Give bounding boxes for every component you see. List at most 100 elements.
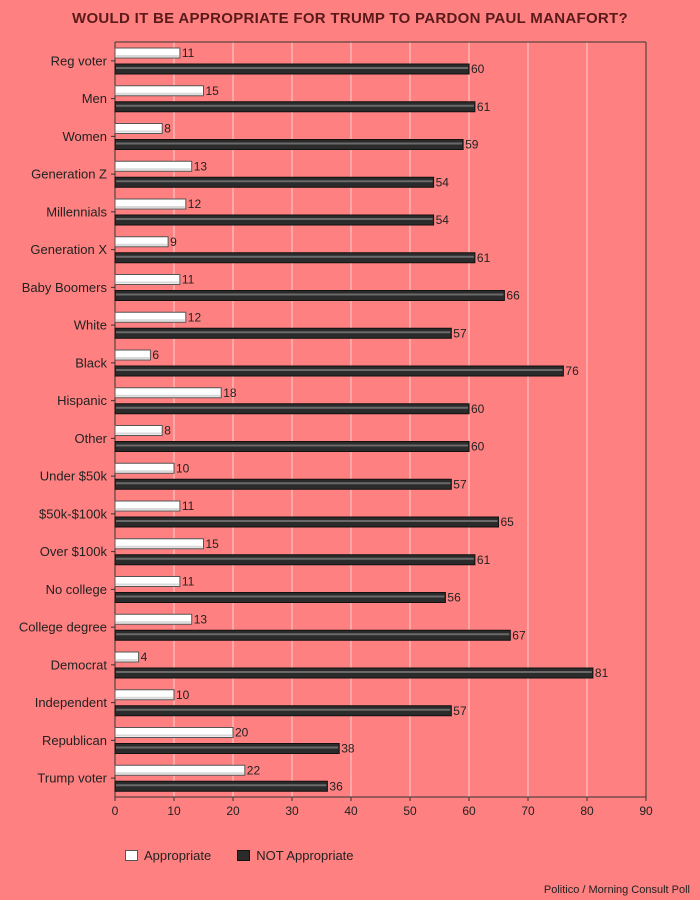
bar-appropriate	[114, 462, 175, 474]
bar-highlight	[116, 406, 468, 409]
bar-shade	[116, 659, 138, 661]
category-label: Over $100k	[40, 544, 108, 559]
value-label-not-appropriate: 57	[453, 477, 467, 491]
x-tick-label: 50	[403, 804, 417, 818]
category-label: $50k-$100k	[39, 506, 107, 521]
bar-shade	[116, 696, 173, 699]
bar-shade	[116, 772, 244, 775]
bar-appropriate	[114, 236, 169, 248]
x-tick-label: 30	[285, 804, 299, 818]
value-label-appropriate: 12	[188, 197, 202, 211]
chart-title: WOULD IT BE APPROPRIATE FOR TRUMP TO PAR…	[71, 10, 628, 27]
value-label-appropriate: 13	[194, 159, 208, 173]
legend: Appropriate NOT Appropriate	[125, 848, 380, 863]
plot-area	[115, 42, 646, 797]
category-label: Generation X	[30, 242, 107, 257]
value-label-appropriate: 8	[164, 424, 171, 438]
value-label-not-appropriate: 57	[453, 326, 467, 340]
x-tick-label: 0	[112, 804, 119, 818]
value-label-not-appropriate: 60	[471, 402, 485, 416]
category-label: Trump voter	[37, 771, 107, 786]
value-label-appropriate: 11	[182, 575, 195, 589]
value-label-appropriate: 10	[176, 461, 190, 475]
bar-appropriate	[114, 500, 181, 512]
bar-highlight	[116, 595, 445, 598]
value-label-appropriate: 8	[164, 122, 171, 136]
value-label-appropriate: 6	[152, 348, 159, 362]
value-label-not-appropriate: 61	[477, 100, 491, 114]
category-label: Generation Z	[31, 167, 107, 182]
legend-label-appropriate: Appropriate	[144, 848, 212, 863]
category-label: Reg voter	[51, 53, 108, 68]
bar-highlight	[116, 67, 468, 69]
bar-appropriate	[114, 764, 246, 776]
value-label-not-appropriate: 60	[471, 62, 485, 76]
bar-highlight	[116, 633, 510, 636]
category-label: Under $50k	[40, 469, 108, 484]
bar-shade	[116, 357, 150, 359]
value-label-not-appropriate: 61	[477, 251, 491, 265]
category-label: Independent	[35, 695, 108, 710]
bar-highlight	[116, 180, 433, 183]
value-label-not-appropriate: 38	[341, 742, 355, 756]
bar-highlight	[116, 784, 327, 787]
value-label-appropriate: 18	[223, 386, 237, 400]
bar-appropriate	[114, 613, 193, 625]
category-label: White	[74, 318, 107, 333]
value-label-appropriate: 15	[206, 84, 220, 98]
bar-shade	[116, 621, 191, 624]
value-label-appropriate: 11	[182, 46, 195, 60]
bar-appropriate	[114, 425, 163, 436]
bar-highlight	[116, 746, 339, 749]
bar-highlight	[116, 293, 504, 296]
bar-appropriate	[114, 538, 204, 550]
value-label-not-appropriate: 66	[506, 289, 520, 303]
x-tick-label: 90	[639, 804, 653, 818]
bar-appropriate	[114, 47, 181, 59]
x-tick-label: 20	[226, 804, 240, 818]
value-label-appropriate: 12	[188, 310, 202, 324]
bar-appropriate	[114, 274, 181, 285]
category-label: Women	[62, 129, 107, 144]
category-label: Democrat	[51, 657, 108, 672]
x-tick-label: 40	[344, 804, 358, 818]
value-label-appropriate: 20	[235, 726, 249, 740]
bar-appropriate	[114, 651, 140, 663]
value-label-not-appropriate: 56	[447, 591, 461, 605]
bar-highlight	[116, 671, 592, 673]
value-label-not-appropriate: 59	[465, 138, 479, 152]
bar-shade	[116, 55, 179, 57]
bar-shade	[116, 319, 185, 322]
legend-swatch-appropriate	[125, 850, 138, 861]
legend-item-not-appropriate: NOT Appropriate	[237, 848, 354, 863]
bar-appropriate	[114, 160, 193, 172]
value-label-appropriate: 9	[170, 235, 177, 249]
category-label: Black	[75, 355, 107, 370]
bar-highlight	[116, 708, 451, 711]
value-label-not-appropriate: 36	[329, 779, 343, 793]
value-label-not-appropriate: 81	[595, 666, 609, 680]
bar-appropriate	[114, 576, 181, 587]
bar-appropriate	[114, 349, 151, 361]
value-label-not-appropriate: 54	[436, 175, 450, 189]
bar-appropriate	[114, 387, 222, 399]
bar-shade	[116, 206, 185, 208]
x-tick-label: 70	[521, 804, 535, 818]
bar-highlight	[116, 444, 468, 447]
bar-highlight	[116, 142, 463, 145]
category-label: Millennials	[46, 204, 107, 219]
value-label-appropriate: 15	[206, 537, 220, 551]
bar-appropriate	[114, 198, 187, 210]
bar-highlight	[116, 331, 451, 334]
category-label: Other	[74, 431, 107, 446]
bar-shade	[116, 281, 179, 284]
category-label: Republican	[42, 733, 107, 748]
value-label-appropriate: 22	[247, 763, 261, 777]
bar-shade	[116, 168, 191, 171]
legend-label-not-appropriate: NOT Appropriate	[256, 848, 354, 863]
bar-highlight	[116, 104, 474, 107]
bar-shade	[116, 92, 203, 95]
bar-shade	[116, 508, 179, 510]
legend-swatch-not-appropriate	[237, 850, 251, 861]
